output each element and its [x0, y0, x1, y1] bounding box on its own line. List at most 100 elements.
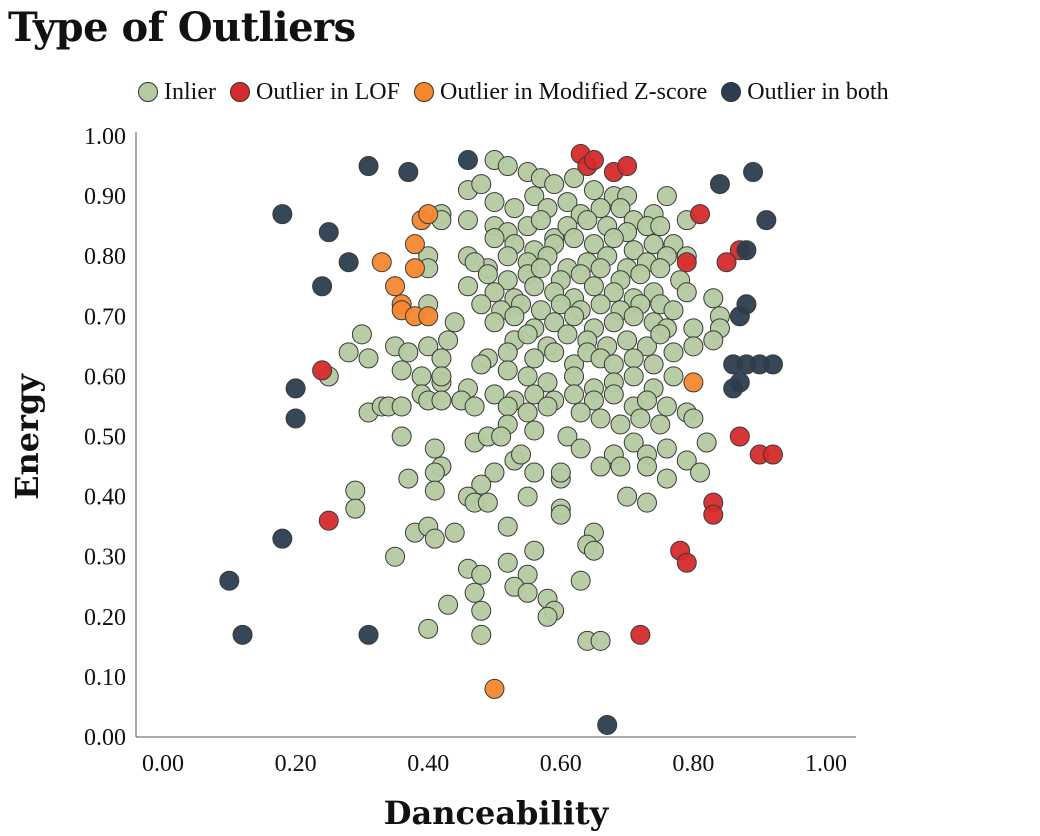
data-point	[630, 264, 651, 285]
data-point	[683, 318, 704, 339]
data-point	[583, 540, 604, 561]
data-point	[398, 342, 419, 363]
data-point	[457, 150, 478, 171]
data-point	[504, 198, 525, 219]
data-point	[398, 162, 419, 183]
data-point	[617, 156, 638, 177]
data-point	[530, 210, 551, 231]
data-point	[564, 366, 585, 387]
data-point	[345, 498, 366, 519]
data-point	[484, 462, 505, 483]
data-point	[557, 426, 578, 447]
data-point	[762, 354, 783, 375]
data-point	[517, 324, 538, 345]
data-point	[391, 426, 412, 447]
data-point	[232, 624, 253, 645]
data-point	[457, 276, 478, 297]
data-point	[438, 594, 459, 615]
data-point	[484, 192, 505, 213]
data-point	[590, 198, 611, 219]
data-point	[391, 396, 412, 417]
data-point	[524, 348, 545, 369]
data-point	[285, 378, 306, 399]
data-point	[610, 414, 631, 435]
data-point	[564, 306, 585, 327]
data-point	[537, 606, 558, 627]
y-tick-label: 0.30	[84, 545, 126, 571]
data-point	[524, 276, 545, 297]
data-point	[471, 174, 492, 195]
data-point	[630, 408, 651, 429]
data-point	[550, 294, 571, 315]
data-point	[557, 192, 578, 213]
legend-swatch	[413, 82, 434, 102]
x-axis-title: Danceability	[384, 794, 610, 832]
data-point	[471, 564, 492, 585]
data-point	[404, 258, 425, 279]
data-point	[471, 624, 492, 645]
data-point	[603, 384, 624, 405]
data-point	[636, 456, 657, 477]
data-point	[424, 528, 445, 549]
data-point	[371, 252, 392, 273]
data-point	[431, 390, 452, 411]
data-point	[603, 354, 624, 375]
x-tick-label: 0.00	[142, 751, 184, 777]
data-point	[285, 408, 306, 429]
data-point	[703, 504, 724, 525]
data-point	[464, 252, 485, 273]
data-point	[676, 282, 697, 303]
series-outlier-in-modified-z-score	[371, 204, 704, 699]
data-point	[564, 168, 585, 189]
data-point	[636, 492, 657, 513]
data-point	[497, 342, 518, 363]
data-point	[663, 300, 684, 321]
data-point	[517, 582, 538, 603]
data-point	[617, 486, 638, 507]
data-point	[663, 366, 684, 387]
data-point	[650, 414, 671, 435]
legend-label: Outlier in both	[747, 78, 889, 105]
data-point	[504, 306, 525, 327]
data-point	[471, 294, 492, 315]
data-point	[690, 462, 711, 483]
data-point	[537, 396, 558, 417]
data-point	[484, 312, 505, 333]
data-point	[703, 288, 724, 309]
legend-swatch	[721, 82, 742, 102]
data-point	[623, 348, 644, 369]
data-point	[656, 186, 677, 207]
chart-title: Type of Outliers	[8, 4, 356, 51]
data-point	[484, 678, 505, 699]
y-tick-label: 0.60	[84, 364, 126, 390]
legend-swatch	[138, 82, 158, 102]
x-tick-label: 0.40	[407, 751, 449, 777]
y-tick-label: 1.00	[84, 124, 126, 150]
data-point	[690, 204, 711, 225]
x-tick-label: 0.60	[540, 751, 582, 777]
data-point	[524, 384, 545, 405]
data-point	[696, 432, 717, 453]
data-point	[676, 552, 697, 573]
y-tick-label: 0.40	[84, 485, 126, 511]
data-point	[676, 252, 697, 273]
data-point	[550, 462, 571, 483]
data-point	[663, 342, 684, 363]
data-point	[424, 480, 445, 501]
data-point	[497, 396, 518, 417]
data-point	[643, 234, 664, 255]
data-point	[544, 312, 565, 333]
data-point	[583, 276, 604, 297]
series-outlier-in-lof	[312, 144, 783, 645]
data-point	[517, 366, 538, 387]
data-point	[517, 402, 538, 423]
data-point	[471, 474, 492, 495]
data-point	[424, 438, 445, 459]
data-point	[385, 546, 406, 567]
legend-item: Outlier in LOF	[229, 79, 400, 106]
data-point	[312, 276, 333, 297]
data-point	[484, 228, 505, 249]
data-point	[630, 624, 651, 645]
data-point	[544, 342, 565, 363]
